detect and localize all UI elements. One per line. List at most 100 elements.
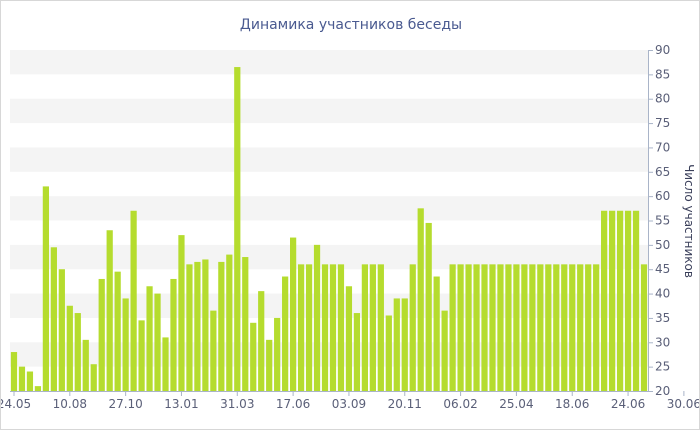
y-tick-label: 35 bbox=[655, 311, 670, 325]
y-tick-label: 70 bbox=[655, 140, 670, 154]
bar bbox=[505, 264, 512, 391]
bar bbox=[441, 310, 448, 391]
bar bbox=[218, 261, 225, 391]
bar bbox=[266, 339, 273, 391]
bar bbox=[624, 210, 632, 391]
bar bbox=[170, 278, 177, 391]
bar bbox=[385, 315, 392, 391]
bar bbox=[553, 264, 560, 391]
bar bbox=[98, 278, 105, 391]
bar bbox=[82, 339, 89, 391]
grid-band bbox=[10, 196, 648, 221]
bar bbox=[290, 237, 297, 391]
bar bbox=[282, 276, 289, 391]
bar bbox=[329, 264, 337, 391]
x-tick-label: 25.04 bbox=[499, 397, 533, 411]
bar bbox=[250, 322, 257, 391]
bar bbox=[90, 364, 97, 391]
y-tick-label: 20 bbox=[655, 384, 670, 398]
bar bbox=[369, 264, 376, 391]
bar bbox=[114, 271, 121, 391]
y-tick-label: 85 bbox=[655, 67, 670, 81]
y-tick-label: 50 bbox=[655, 238, 670, 252]
x-tick-label: 24.05 bbox=[1, 397, 31, 411]
bar bbox=[178, 235, 185, 391]
bar bbox=[42, 186, 49, 391]
bar bbox=[345, 286, 353, 391]
bar bbox=[433, 276, 440, 391]
bar bbox=[297, 264, 305, 391]
x-tick-label: 31.03 bbox=[220, 397, 254, 411]
bar bbox=[409, 264, 416, 391]
bar bbox=[561, 264, 568, 391]
x-ticks: 24.05 10.08 27.10 13.01 31.03 17.06 03.09 20.11… bbox=[1, 391, 699, 411]
bar bbox=[489, 264, 496, 391]
bar bbox=[457, 264, 464, 391]
bar bbox=[18, 366, 26, 391]
bar bbox=[26, 371, 34, 391]
grid-band bbox=[10, 244, 648, 270]
bar bbox=[234, 67, 241, 392]
y-axis-label: Число участников bbox=[682, 164, 696, 278]
bar bbox=[377, 264, 384, 391]
bar bbox=[258, 291, 265, 391]
x-tick-label: 13.01 bbox=[164, 397, 198, 411]
bar bbox=[361, 264, 368, 391]
y-tick-label: 30 bbox=[655, 335, 670, 349]
x-tick-label: 27.10 bbox=[108, 397, 142, 411]
bar bbox=[545, 264, 552, 391]
bar bbox=[58, 269, 65, 391]
bar bbox=[130, 210, 137, 391]
bar bbox=[401, 298, 408, 391]
bar bbox=[202, 259, 209, 391]
bar bbox=[162, 337, 169, 391]
x-tick-label: 20.11 bbox=[388, 397, 422, 411]
bar bbox=[10, 352, 18, 391]
bar bbox=[242, 257, 249, 391]
bar bbox=[593, 264, 600, 391]
bar bbox=[537, 264, 544, 391]
x-tick-label: 30.06 bbox=[667, 397, 699, 411]
bar bbox=[305, 264, 313, 391]
bar bbox=[34, 386, 42, 391]
grid-band bbox=[10, 293, 648, 318]
x-tick-label: 18.06 bbox=[555, 397, 589, 411]
bar bbox=[529, 264, 536, 391]
bar bbox=[473, 264, 480, 391]
bar bbox=[138, 320, 145, 391]
x-tick-label: 03.09 bbox=[332, 397, 366, 411]
grid-band bbox=[10, 98, 648, 124]
bar bbox=[465, 264, 472, 391]
x-tick-label: 06.02 bbox=[443, 397, 477, 411]
bar bbox=[601, 210, 608, 391]
x-tick-label: 24.06 bbox=[611, 397, 645, 411]
bar bbox=[146, 286, 153, 391]
bar bbox=[194, 261, 201, 391]
y-tick-label: 60 bbox=[655, 189, 670, 203]
bar bbox=[210, 310, 217, 391]
y-ticks: 20 25 30 35 40 45 50 55 60 65 70 75 80 85 90 bbox=[648, 43, 670, 398]
y-tick-label: 75 bbox=[655, 116, 670, 130]
bar bbox=[577, 264, 584, 391]
y-tick-label: 65 bbox=[655, 165, 670, 179]
grid-band bbox=[10, 50, 648, 75]
bar bbox=[393, 298, 400, 391]
bar bbox=[122, 298, 129, 391]
bar bbox=[497, 264, 504, 391]
bar bbox=[569, 264, 576, 391]
bar bbox=[321, 264, 329, 391]
bar bbox=[513, 264, 520, 391]
bar bbox=[481, 264, 488, 391]
bar bbox=[616, 210, 624, 391]
grid-bands bbox=[10, 50, 648, 367]
bar bbox=[74, 313, 81, 391]
x-tick-label: 17.06 bbox=[276, 397, 310, 411]
bar bbox=[640, 264, 648, 391]
bar-series bbox=[10, 67, 648, 392]
bar bbox=[154, 293, 161, 391]
bar bbox=[313, 244, 321, 391]
bar bbox=[274, 317, 281, 391]
bar bbox=[609, 210, 616, 391]
